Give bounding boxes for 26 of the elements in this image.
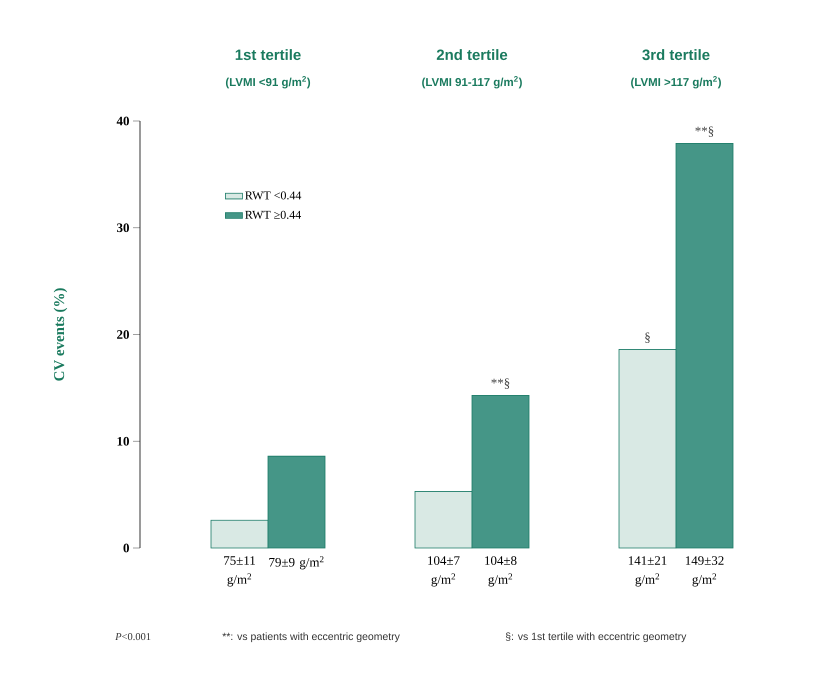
- y-tick-label: 20: [117, 330, 129, 339]
- text: 149±32 g/m$^{2}$: [686, 556, 724, 586]
- y-tick-label: 30: [117, 223, 129, 232]
- text: **: vs patients with eccentric geometry: [222, 632, 400, 642]
- annotation: **§: [491, 378, 510, 389]
- text: (LVMI >117 g/m$^{2}$): [631, 76, 721, 88]
- text: 104±8 g/m$^{2}$: [485, 556, 517, 587]
- text: P<0.001: [115, 633, 150, 640]
- y-axis-title: CV events (%): [54, 288, 68, 381]
- x-tick-label: 2nd tertile: [436, 49, 508, 60]
- text: 104±7 g/m$^{2}$: [428, 556, 460, 587]
- text: 75±11 g/m$^{2}$: [224, 556, 255, 586]
- annotation: §: [645, 332, 650, 343]
- x-tick-label: 3rd tertile: [642, 49, 710, 60]
- text: (LVMI 91-117 g/m$^{2}$): [422, 76, 522, 88]
- text: 141±21 g/m$^{2}$: [628, 556, 666, 586]
- annotation: **§: [695, 126, 714, 137]
- text: §: vs 1st tertile with eccentric geometry: [506, 632, 686, 642]
- text: (LVMI <91 g/m$^{2}$): [226, 76, 310, 88]
- legend-label: RWT ≥0.44: [245, 210, 302, 219]
- y-tick-label: 10: [118, 436, 129, 446]
- text: 79±9 g/m$^{2}$: [269, 556, 324, 570]
- x-tick-label: 1st tertile: [236, 49, 301, 60]
- y-tick-label: 40: [116, 116, 129, 126]
- y-tick-label: 0: [124, 544, 129, 552]
- legend-label: RWT <0.44: [245, 191, 302, 200]
